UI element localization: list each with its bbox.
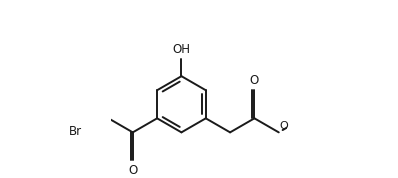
Text: O: O <box>128 164 137 177</box>
Text: O: O <box>250 74 259 87</box>
Text: O: O <box>280 122 289 132</box>
Text: Br: Br <box>69 125 82 138</box>
Text: OH: OH <box>172 43 191 56</box>
